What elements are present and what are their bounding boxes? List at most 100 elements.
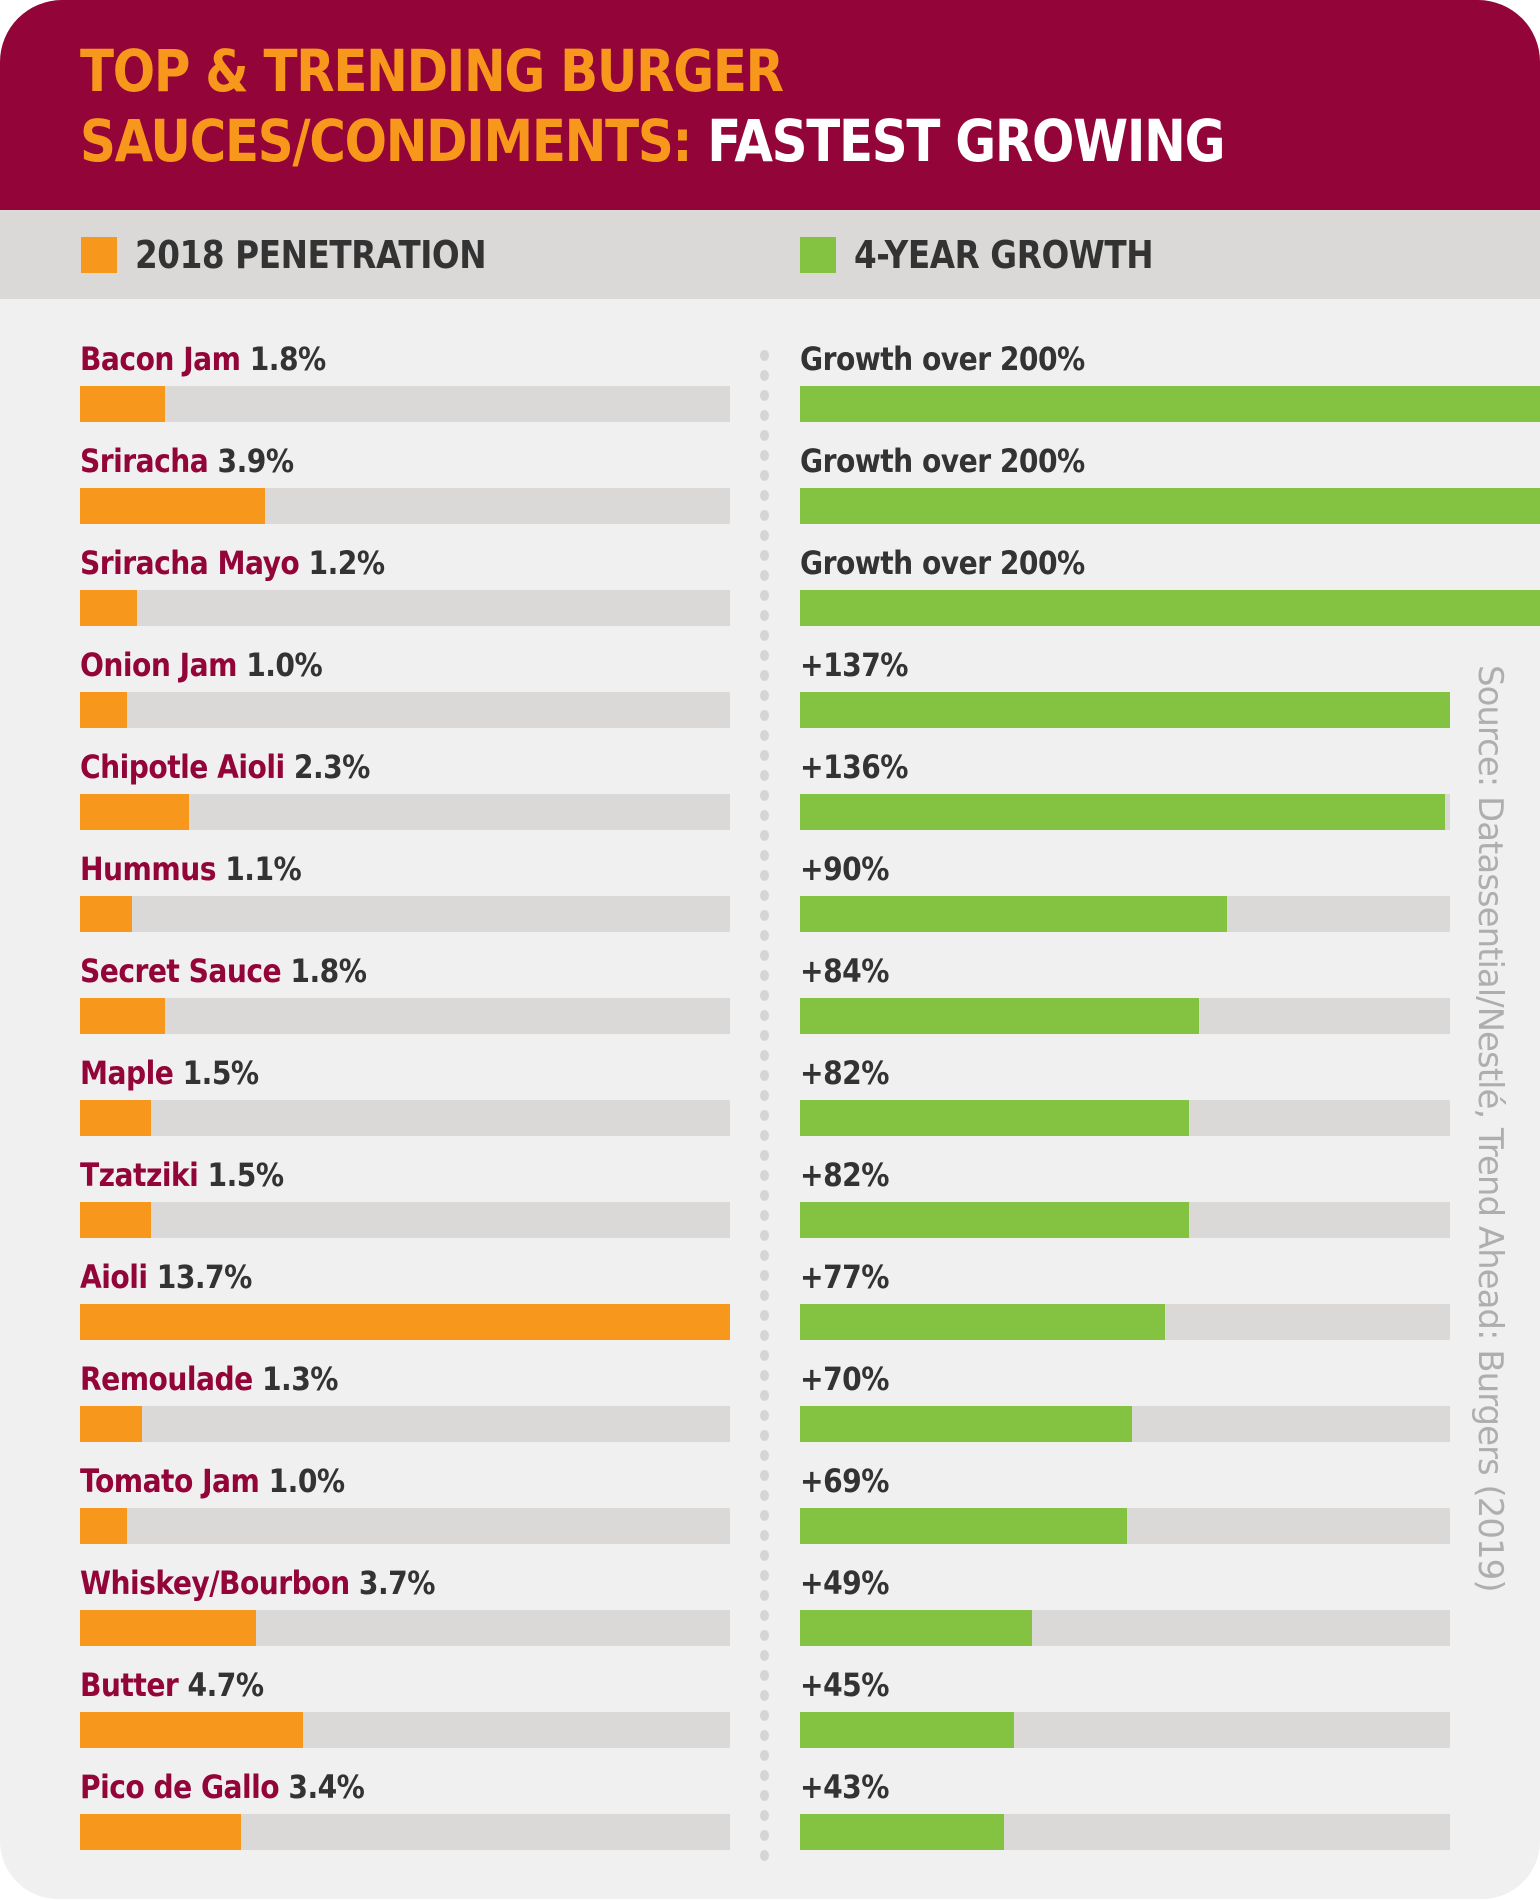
penetration-label: Secret Sauce 1.8% (80, 952, 367, 990)
divider-dot (760, 1450, 769, 1461)
divider-dot (760, 1790, 769, 1801)
green-swatch-icon (800, 237, 836, 273)
growth-track (800, 386, 1540, 422)
condiment-name: Butter (80, 1666, 179, 1704)
growth-bar (800, 1814, 1004, 1850)
condiment-name: Tzatziki (80, 1156, 199, 1194)
penetration-value: 1.0% (246, 646, 323, 684)
divider-dot (760, 910, 769, 921)
growth-label: +82% (800, 1055, 889, 1091)
penetration-value: 1.5% (182, 1054, 260, 1092)
penetration-label: Bacon Jam 1.8% (80, 341, 326, 377)
penetration-label: Sriracha Mayo 1.2% (80, 545, 385, 581)
divider-dot (760, 1730, 769, 1741)
condiment-name: Maple (80, 1054, 174, 1092)
penetration-label: Tzatziki 1.5% (80, 1157, 284, 1193)
penetration-bar (80, 1814, 242, 1850)
growth-label: Growth over 200% (800, 545, 1085, 581)
divider-dot (760, 930, 769, 941)
penetration-bar (80, 692, 128, 728)
growth-label: +137% (800, 647, 908, 683)
divider-dot (760, 1630, 769, 1641)
divider-dot (760, 1390, 769, 1401)
condiment-name: Secret Sauce (80, 952, 282, 990)
penetration-value: 1.0% (268, 1462, 346, 1500)
growth-track (800, 590, 1540, 626)
growth-value: +84% (800, 952, 889, 990)
penetration-track (80, 1508, 730, 1544)
header-banner: TOP & TRENDING BURGER SAUCES/CONDIMENTS:… (0, 0, 1540, 210)
growth-value: +90% (800, 850, 889, 888)
penetration-value: 1.2% (308, 544, 386, 582)
divider-dot (760, 1330, 769, 1341)
divider-dot (760, 1430, 769, 1441)
growth-track (800, 794, 1450, 830)
growth-label: +136% (800, 749, 908, 785)
penetration-label: Tomato Jam 1.0% (80, 1463, 345, 1499)
growth-value: +77% (800, 1258, 889, 1296)
penetration-track (80, 386, 730, 422)
condiment-name: Aioli (80, 1258, 148, 1296)
divider-dot (760, 650, 769, 661)
condiment-name: Whiskey/Bourbon (80, 1564, 350, 1602)
growth-value: +43% (800, 1768, 889, 1806)
growth-track (800, 692, 1450, 728)
divider-dot (760, 510, 769, 521)
divider-dot (760, 1270, 769, 1281)
divider-dot (760, 590, 769, 601)
divider-dot (760, 1690, 769, 1701)
condiment-name: Sriracha Mayo (80, 544, 300, 582)
growth-bar (800, 1508, 1128, 1544)
divider-dot (760, 1810, 769, 1821)
condiment-name: Hummus (80, 850, 216, 888)
growth-track (800, 1100, 1450, 1136)
divider-dot (760, 950, 769, 961)
divider-dot (760, 350, 769, 361)
penetration-bar (80, 1202, 152, 1238)
condiment-name: Bacon Jam (80, 340, 241, 378)
growth-track (800, 998, 1450, 1034)
penetration-track (80, 1202, 730, 1238)
growth-value: +82% (800, 1156, 889, 1194)
growth-track (800, 1712, 1450, 1748)
condiment-name: Remoulade (80, 1360, 253, 1398)
growth-bar (800, 1100, 1190, 1136)
divider-dot (760, 1150, 769, 1161)
penetration-track (80, 1100, 730, 1136)
divider-dot (760, 1230, 769, 1241)
penetration-track (80, 488, 730, 524)
divider-dot (760, 690, 769, 701)
penetration-track (80, 692, 730, 728)
condiment-name: Onion Jam (80, 646, 237, 684)
penetration-label: Remoulade 1.3% (80, 1361, 338, 1397)
divider-dot (760, 1010, 769, 1021)
penetration-label: Hummus 1.1% (80, 850, 302, 888)
growth-bar (800, 1712, 1014, 1748)
growth-track (800, 1406, 1450, 1442)
growth-bar (800, 1304, 1166, 1340)
divider-dot (760, 470, 769, 481)
growth-label: +45% (800, 1667, 889, 1703)
divider-dot (760, 610, 769, 621)
growth-value: +45% (800, 1666, 889, 1704)
growth-bar (800, 1406, 1133, 1442)
divider-dot (760, 390, 769, 401)
growth-value: +70% (800, 1360, 889, 1398)
legend-penetration: 2018 PENETRATION (81, 233, 543, 277)
legend-penetration-label: 2018 PENETRATION (135, 233, 487, 277)
divider-dot (760, 1610, 769, 1621)
divider-dot (760, 870, 769, 881)
divider-dot (760, 490, 769, 501)
legend-growth-label: 4-YEAR GROWTH (854, 233, 1154, 277)
divider-dot (760, 1850, 769, 1861)
penetration-bar (80, 896, 133, 932)
condiment-name: Pico de Gallo (80, 1768, 280, 1806)
divider-dot (760, 1830, 769, 1841)
growth-value: +49% (800, 1564, 889, 1602)
penetration-value: 1.8% (249, 340, 327, 378)
divider-dot (760, 630, 769, 641)
page-title: TOP & TRENDING BURGER SAUCES/CONDIMENTS:… (80, 36, 1226, 176)
penetration-value: 4.7% (187, 1666, 265, 1704)
growth-value: Growth over 200% (800, 544, 1085, 582)
growth-track (800, 1304, 1450, 1340)
